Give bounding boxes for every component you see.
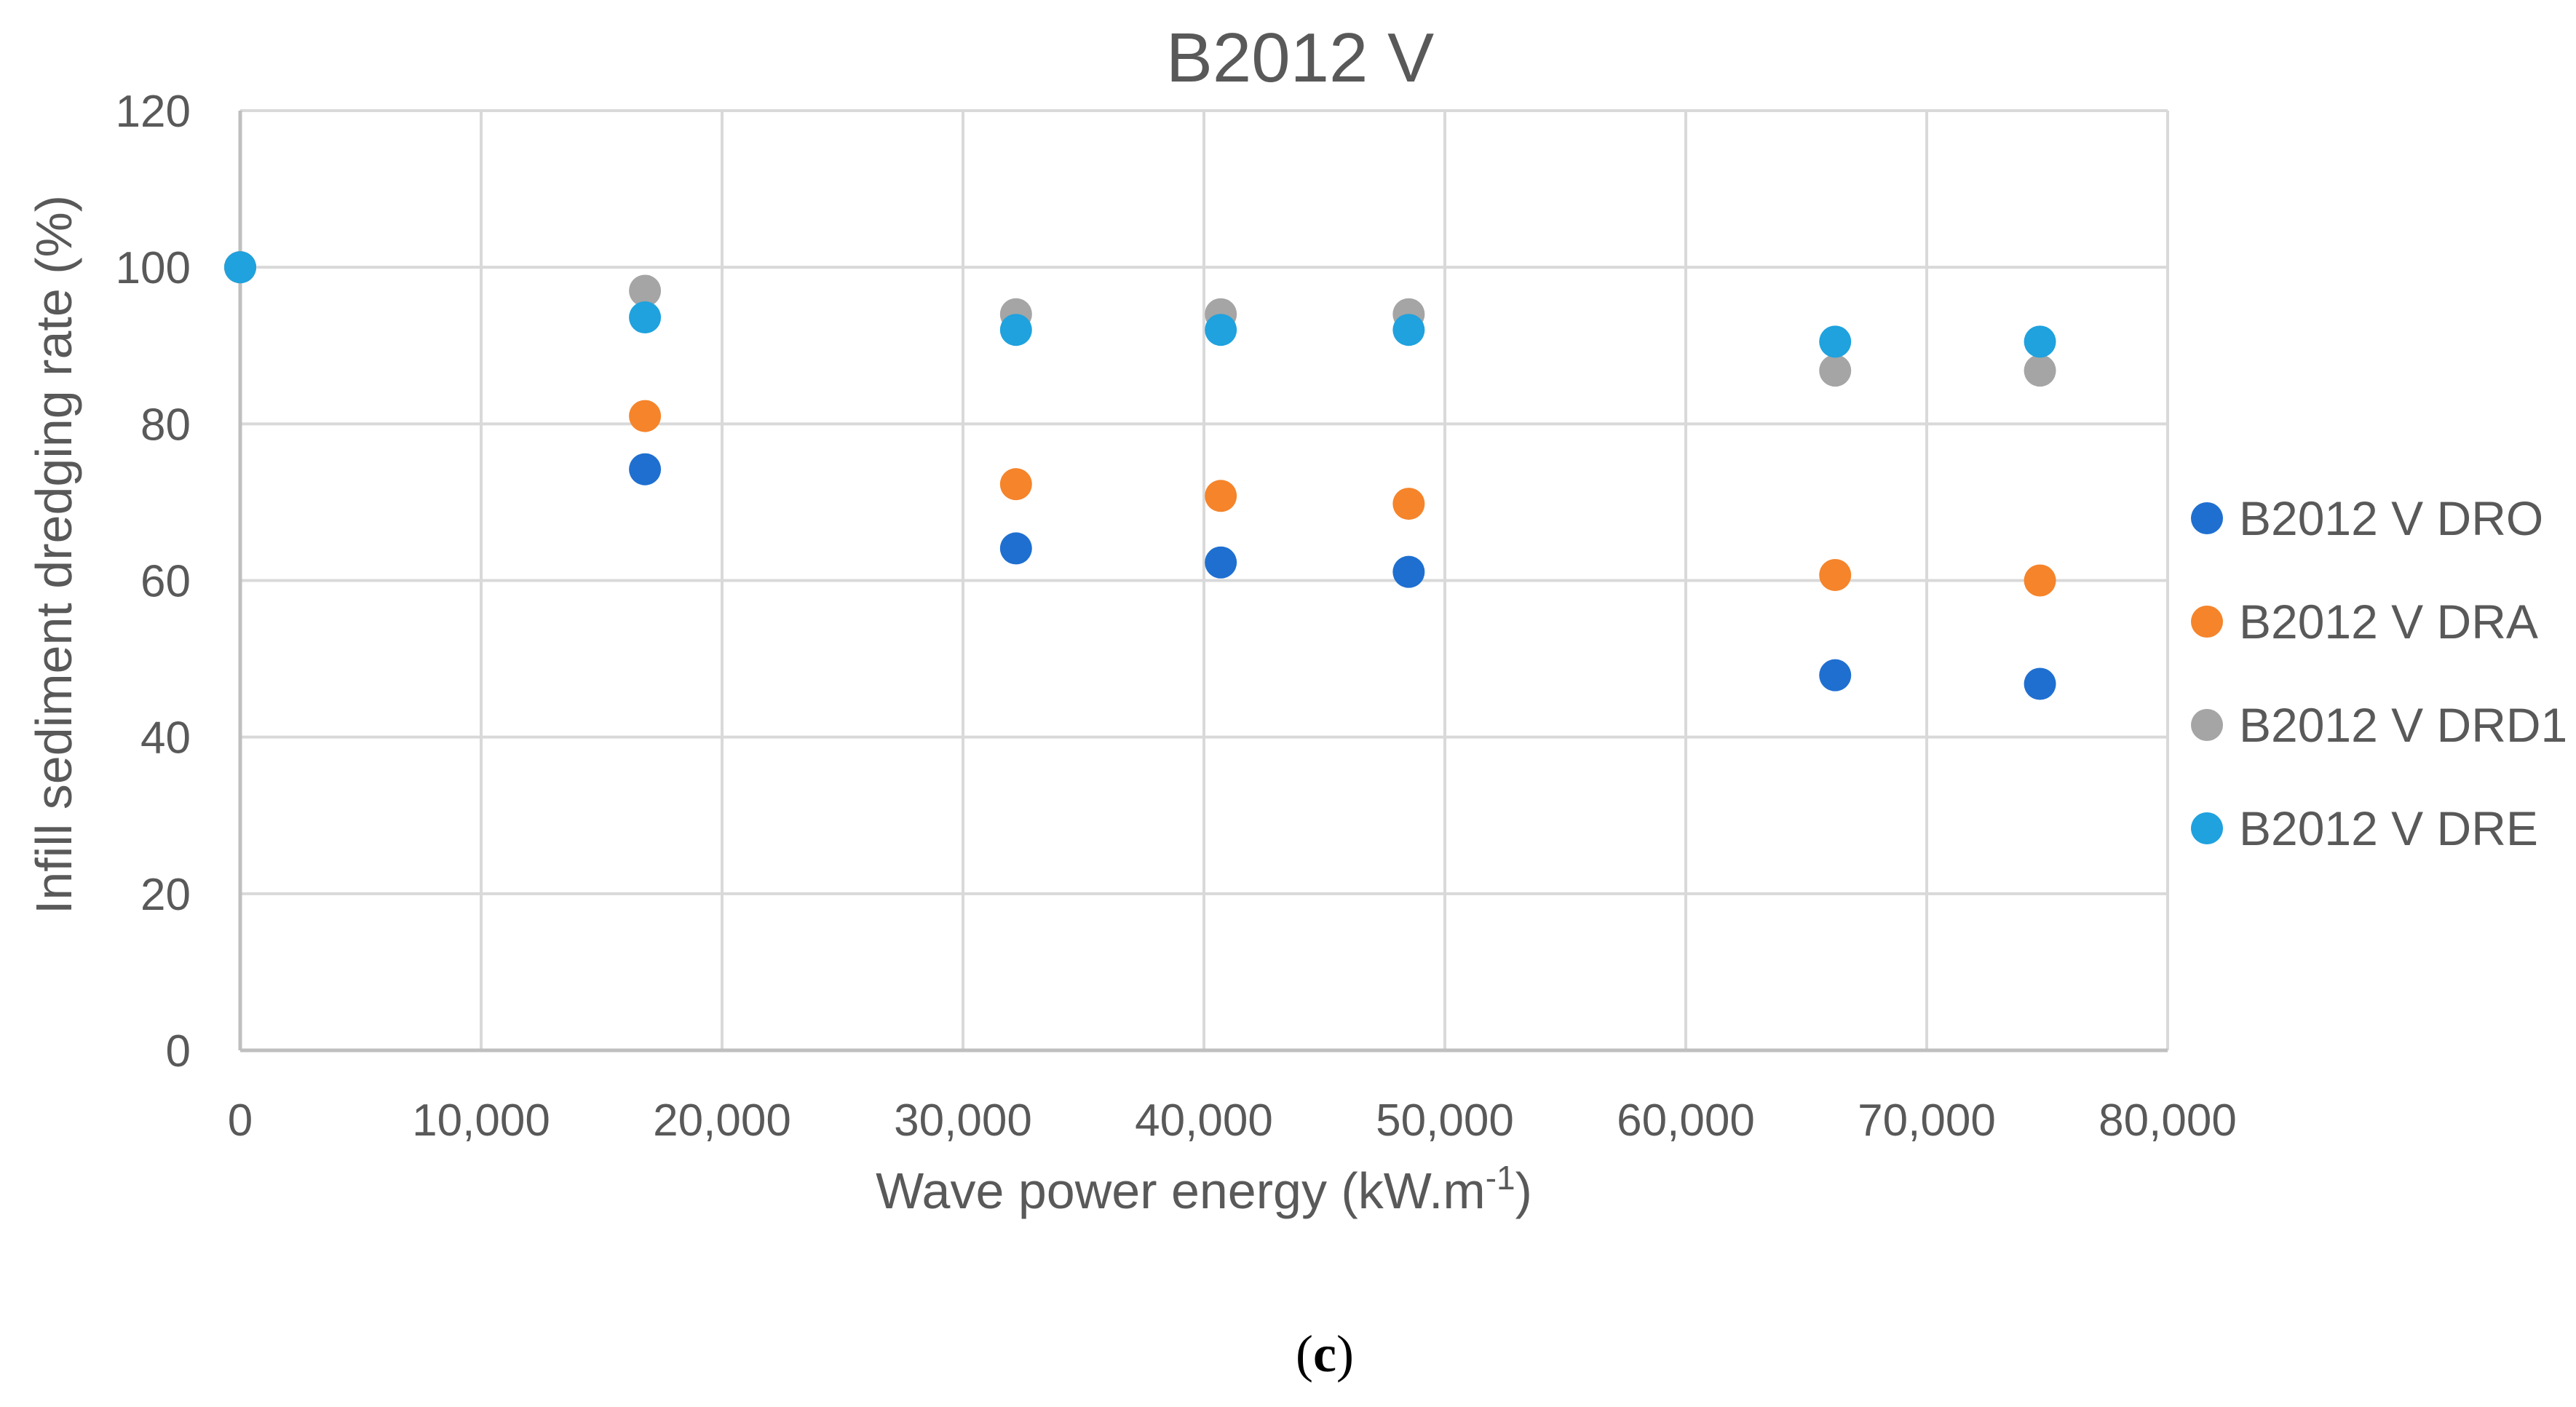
y-tick-label: 80 — [140, 400, 191, 450]
data-point-b2012-v-dro — [629, 453, 662, 485]
x-tick-label: 0 — [228, 1095, 253, 1146]
x-tick-label: 80,000 — [2099, 1095, 2237, 1146]
legend-label: B2012 V DRE — [2239, 801, 2538, 855]
x-axis-label: Wave power energy (kW.m-1) — [876, 1159, 1532, 1219]
data-point-b2012-v-dro — [1819, 659, 1852, 691]
data-point-b2012-v-dra — [999, 468, 1032, 501]
y-tick-label: 100 — [116, 243, 191, 293]
data-point-b2012-v-dre — [629, 301, 662, 334]
y-tick-label: 40 — [140, 713, 191, 764]
y-tick-label: 0 — [166, 1026, 191, 1077]
data-point-b2012-v-dre — [1392, 314, 1425, 346]
data-point-b2012-v-dra — [2024, 564, 2056, 597]
legend: B2012 V DRO B2012 V DRA B2012 V DRD1 B2012 … — [2191, 491, 2567, 855]
data-point-b2012-v-dro — [999, 532, 1032, 565]
data-point-b2012-v-dre — [1205, 314, 1237, 346]
data-points — [224, 251, 2056, 700]
y-tick-labels: 0 20 40 60 80 100 120 — [116, 87, 191, 1077]
x-tick-label: 30,000 — [894, 1095, 1032, 1146]
data-point-b2012-v-dra — [1205, 480, 1237, 512]
y-tick-label: 20 — [140, 870, 191, 920]
legend-label: B2012 V DRA — [2239, 595, 2538, 649]
x-tick-label: 60,000 — [1617, 1095, 1755, 1146]
legend-marker — [2191, 812, 2223, 844]
x-tick-label: 40,000 — [1135, 1095, 1273, 1146]
x-tick-label: 70,000 — [1858, 1095, 1996, 1146]
x-tick-label: 20,000 — [653, 1095, 791, 1146]
data-point-b2012-v-drd1 — [1819, 354, 1852, 387]
legend-marker — [2191, 502, 2223, 534]
y-axis-label: Infill sediment dredging rate (%) — [25, 195, 82, 914]
legend-marker — [2191, 606, 2223, 638]
data-point-b2012-v-dra — [1392, 488, 1425, 520]
data-point-b2012-v-dra — [629, 400, 662, 432]
data-point-b2012-v-dro — [1392, 555, 1425, 588]
figure-caption: (c) — [1296, 1325, 1354, 1383]
data-point-b2012-v-drd1 — [629, 274, 662, 307]
legend-label: B2012 V DRO — [2239, 491, 2543, 545]
y-tick-label: 120 — [116, 87, 191, 137]
chart-title: B2012 V — [1166, 19, 1434, 97]
x-tick-labels: 0 10,000 20,000 30,000 40,000 50,000 60,000 70,… — [228, 1095, 2237, 1146]
legend-label: B2012 V DRD1 — [2239, 698, 2567, 752]
y-tick-label: 60 — [140, 557, 191, 607]
x-tick-label: 50,000 — [1376, 1095, 1514, 1146]
x-tick-label: 10,000 — [412, 1095, 550, 1146]
data-point-b2012-v-dro — [2024, 667, 2056, 700]
legend-marker — [2191, 709, 2223, 741]
data-point-b2012-v-dra — [1819, 558, 1852, 591]
data-point-b2012-v-dre — [224, 251, 256, 284]
data-point-b2012-v-drd1 — [2024, 354, 2056, 387]
data-point-b2012-v-dre — [999, 314, 1032, 346]
data-point-b2012-v-dre — [1819, 325, 1852, 358]
data-point-b2012-v-dre — [2024, 325, 2056, 358]
data-point-b2012-v-dro — [1205, 546, 1237, 579]
